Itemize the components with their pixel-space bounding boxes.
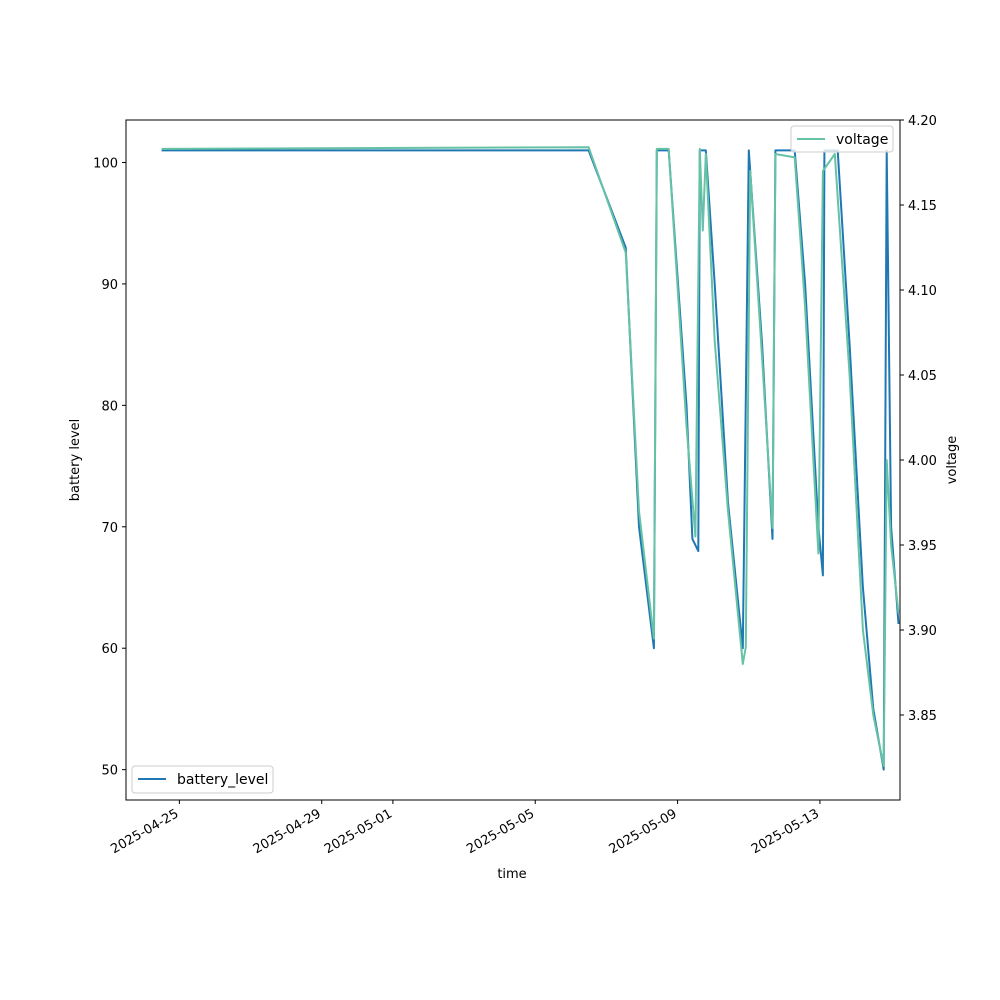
y-left-tick-label: 60 — [101, 642, 118, 657]
y-right-tick-label: 4.10 — [908, 284, 937, 299]
y-left-tick-label: 100 — [93, 157, 118, 172]
y-left-tick-label: 70 — [101, 521, 118, 536]
legend-battery-level-label: battery_level — [177, 772, 268, 788]
plot-area — [125, 119, 901, 801]
y-left-axis-label: battery level — [68, 419, 83, 502]
x-tick-label: 2025-05-01 — [322, 806, 395, 857]
series-line-voltage — [161, 146, 900, 767]
x-tick-label: 2025-04-29 — [251, 806, 324, 857]
y-left-axis: 50 60 70 80 90 100 — [93, 157, 126, 779]
x-tick-label: 2025-05-13 — [749, 806, 822, 857]
y-right-axis: 3.85 3.90 3.95 4.00 4.05 4.10 4.15 4.20 — [900, 114, 937, 724]
legend-voltage-label: voltage — [836, 132, 888, 148]
x-tick-label: 2025-05-05 — [464, 806, 537, 857]
x-tick-label: 2025-05-09 — [607, 806, 680, 857]
x-tick-label: 2025-04-25 — [108, 806, 181, 857]
y-right-tick-label: 3.90 — [908, 624, 937, 639]
y-left-tick-label: 50 — [101, 764, 118, 779]
series-layer — [161, 146, 900, 771]
legend-battery-level[interactable]: battery_level — [131, 765, 274, 794]
y-right-tick-label: 3.85 — [908, 709, 937, 724]
y-right-axis-label: voltage — [945, 436, 960, 485]
y-right-tick-label: 3.95 — [908, 539, 937, 554]
y-left-tick-label: 80 — [101, 399, 118, 414]
y-right-tick-label: 4.05 — [908, 369, 937, 384]
y-right-tick-label: 4.20 — [908, 114, 937, 129]
y-right-tick-label: 4.15 — [908, 199, 937, 214]
y-left-tick-label: 90 — [101, 278, 118, 293]
legend-voltage[interactable]: voltage — [790, 125, 894, 153]
y-right-tick-label: 4.00 — [908, 454, 937, 469]
x-axis-label: time — [497, 867, 526, 882]
